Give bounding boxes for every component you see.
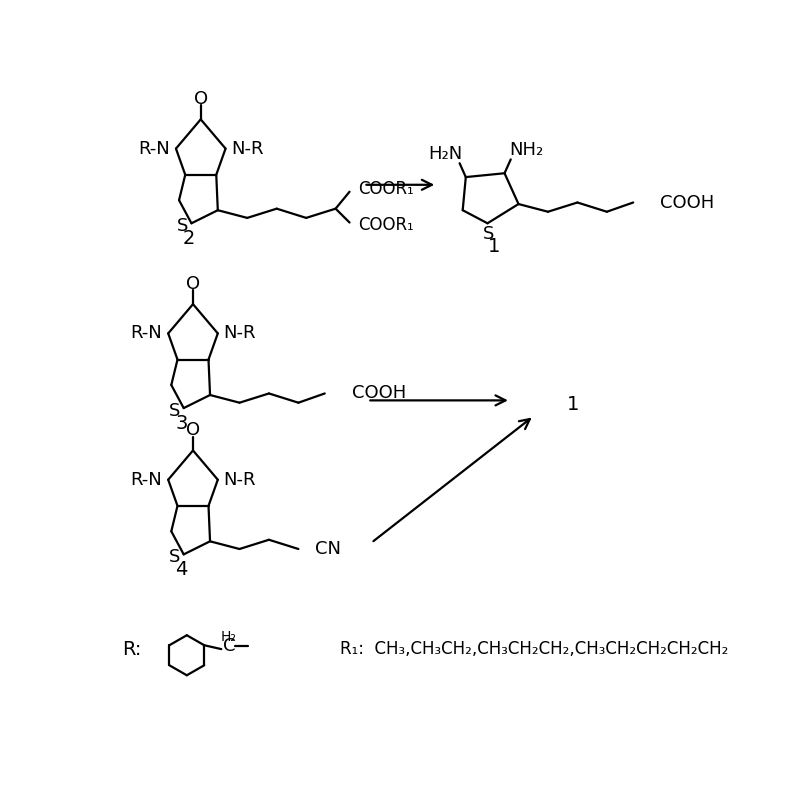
Text: COOR₁: COOR₁ — [358, 216, 414, 234]
Text: 3: 3 — [175, 414, 187, 433]
Text: S: S — [483, 225, 494, 243]
Text: S: S — [169, 402, 180, 420]
Text: R:: R: — [122, 640, 141, 658]
Text: S: S — [169, 549, 180, 566]
Text: C: C — [223, 637, 235, 655]
Text: H₂N: H₂N — [429, 145, 462, 163]
Text: 1: 1 — [487, 237, 500, 256]
Text: COOR₁: COOR₁ — [358, 180, 414, 198]
Text: H₂: H₂ — [221, 630, 237, 644]
Text: O: O — [186, 275, 200, 293]
Text: O: O — [194, 91, 208, 108]
Text: CN: CN — [315, 540, 342, 558]
Text: 1: 1 — [566, 395, 579, 414]
Text: R₁:  CH₃,CH₃CH₂,CH₃CH₂CH₂,CH₃CH₂CH₂CH₂CH₂: R₁: CH₃,CH₃CH₂,CH₃CH₂CH₂,CH₃CH₂CH₂CH₂CH₂ — [340, 640, 729, 658]
Text: R-N: R-N — [130, 324, 162, 342]
Text: O: O — [186, 421, 200, 439]
Text: R-N: R-N — [130, 471, 162, 488]
Text: COOH: COOH — [660, 193, 714, 212]
Text: N-R: N-R — [223, 471, 256, 488]
Text: COOH: COOH — [352, 384, 406, 403]
Text: S: S — [177, 217, 188, 235]
Text: NH₂: NH₂ — [509, 141, 543, 159]
Text: N-R: N-R — [231, 140, 263, 158]
Text: R-N: R-N — [138, 140, 170, 158]
Text: N-R: N-R — [223, 324, 256, 342]
Text: 4: 4 — [175, 561, 187, 579]
Text: 2: 2 — [183, 229, 195, 248]
